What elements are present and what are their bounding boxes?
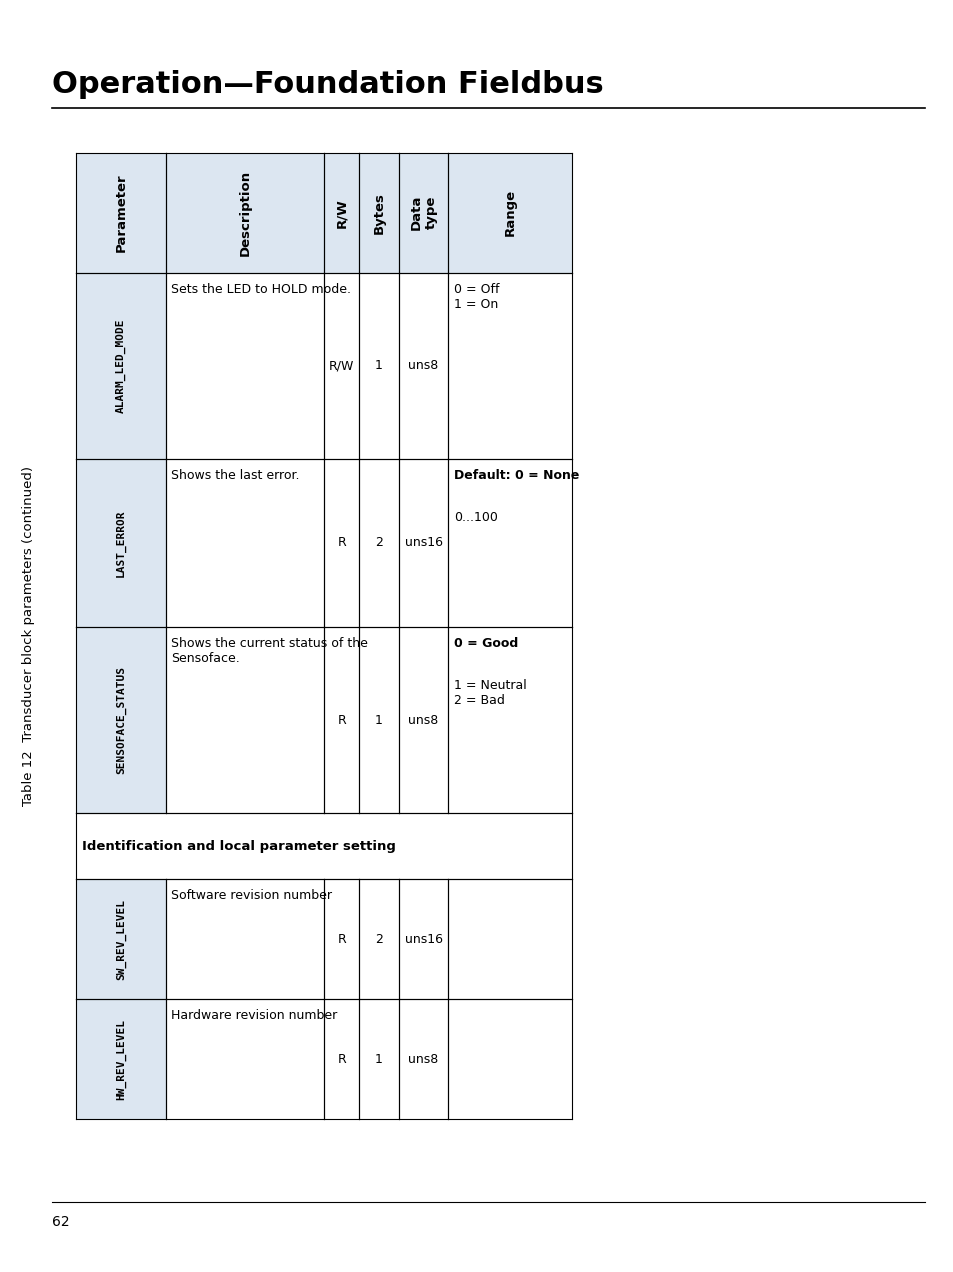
Bar xyxy=(76,879,166,1000)
Text: ALARM_LED_MODE: ALARM_LED_MODE xyxy=(115,318,126,413)
Text: 1: 1 xyxy=(375,359,382,373)
Bar xyxy=(166,459,324,627)
Bar xyxy=(398,879,448,1000)
Text: R/W: R/W xyxy=(329,359,354,373)
Text: 0 = Good: 0 = Good xyxy=(454,637,517,650)
Bar xyxy=(358,459,398,627)
Bar xyxy=(76,1000,166,1119)
Bar xyxy=(324,153,358,272)
Text: Identification and local parameter setting: Identification and local parameter setti… xyxy=(82,840,395,852)
Text: uns16: uns16 xyxy=(404,932,442,945)
Bar xyxy=(76,627,166,813)
Bar xyxy=(398,1000,448,1119)
Text: R: R xyxy=(337,537,346,550)
Bar xyxy=(324,272,358,459)
Bar xyxy=(448,272,572,459)
Bar xyxy=(398,272,448,459)
Bar xyxy=(448,1000,572,1119)
Bar xyxy=(76,153,166,272)
Text: 2: 2 xyxy=(375,537,382,550)
Bar xyxy=(358,627,398,813)
Bar xyxy=(166,627,324,813)
Text: uns8: uns8 xyxy=(408,359,438,373)
Text: Parameter: Parameter xyxy=(114,173,128,252)
Bar xyxy=(166,879,324,1000)
Text: uns8: uns8 xyxy=(408,714,438,726)
Bar xyxy=(324,1000,358,1119)
Bar xyxy=(166,1000,324,1119)
Text: SW_REV_LEVEL: SW_REV_LEVEL xyxy=(115,899,126,979)
Text: Operation—Foundation Fieldbus: Operation—Foundation Fieldbus xyxy=(52,70,603,99)
Text: Range: Range xyxy=(503,190,517,237)
Bar xyxy=(448,459,572,627)
Bar xyxy=(358,153,398,272)
Bar xyxy=(398,627,448,813)
Bar xyxy=(358,879,398,1000)
Text: Description: Description xyxy=(238,169,252,256)
Text: 1: 1 xyxy=(375,714,382,726)
Text: 0 = Off
1 = On: 0 = Off 1 = On xyxy=(454,282,499,310)
Bar xyxy=(76,813,572,879)
Bar xyxy=(324,459,358,627)
Text: 1: 1 xyxy=(375,1053,382,1066)
Text: HW_REV_LEVEL: HW_REV_LEVEL xyxy=(115,1019,126,1100)
Text: Sets the LED to HOLD mode.: Sets the LED to HOLD mode. xyxy=(172,282,351,296)
Bar xyxy=(358,272,398,459)
Text: uns8: uns8 xyxy=(408,1053,438,1066)
Text: Table 12  Transducer block parameters (continued): Table 12 Transducer block parameters (co… xyxy=(22,466,35,806)
Bar xyxy=(324,879,358,1000)
Bar xyxy=(358,1000,398,1119)
Text: uns16: uns16 xyxy=(404,537,442,550)
Text: 2: 2 xyxy=(375,932,382,945)
Text: Software revision number: Software revision number xyxy=(172,889,332,902)
Text: R/W: R/W xyxy=(335,198,348,228)
Bar xyxy=(166,272,324,459)
Text: 62: 62 xyxy=(52,1215,70,1229)
Text: Shows the current status of the
Sensoface.: Shows the current status of the Sensofac… xyxy=(172,637,368,665)
Text: Data
type: Data type xyxy=(409,195,437,230)
Text: SENSOFACE_STATUS: SENSOFACE_STATUS xyxy=(115,667,126,775)
Bar xyxy=(398,153,448,272)
Text: Default: 0 = None: Default: 0 = None xyxy=(454,469,578,482)
Text: Shows the last error.: Shows the last error. xyxy=(172,469,299,482)
Text: R: R xyxy=(337,714,346,726)
Bar xyxy=(448,153,572,272)
Bar xyxy=(448,627,572,813)
Text: LAST_ERROR: LAST_ERROR xyxy=(115,509,126,576)
Text: R: R xyxy=(337,1053,346,1066)
Text: Hardware revision number: Hardware revision number xyxy=(172,1010,337,1023)
Text: R: R xyxy=(337,932,346,945)
Text: 1 = Neutral
2 = Bad: 1 = Neutral 2 = Bad xyxy=(454,679,526,707)
Bar xyxy=(76,272,166,459)
Bar xyxy=(76,459,166,627)
Text: Bytes: Bytes xyxy=(372,192,385,234)
Text: 0...100: 0...100 xyxy=(454,511,497,524)
Bar xyxy=(398,459,448,627)
Bar xyxy=(324,627,358,813)
Bar xyxy=(166,153,324,272)
Bar xyxy=(448,879,572,1000)
